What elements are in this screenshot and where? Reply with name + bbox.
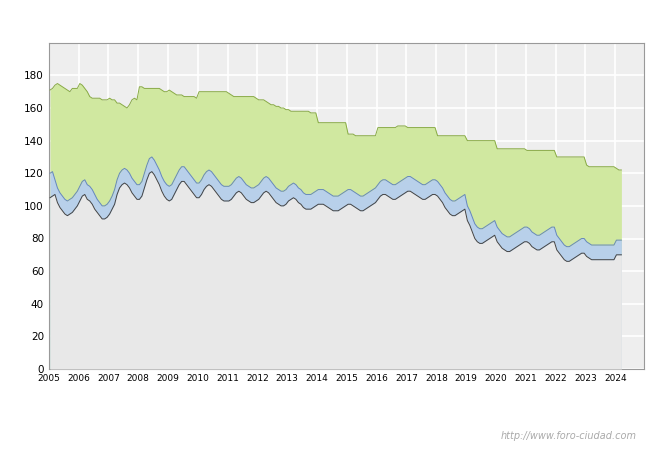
Text: Corcos - Evolucion de la poblacion en edad de Trabajar Noviembre de 2024: Corcos - Evolucion de la poblacion en ed… xyxy=(89,13,561,26)
Text: http://www.foro-ciudad.com: http://www.foro-ciudad.com xyxy=(501,431,637,441)
